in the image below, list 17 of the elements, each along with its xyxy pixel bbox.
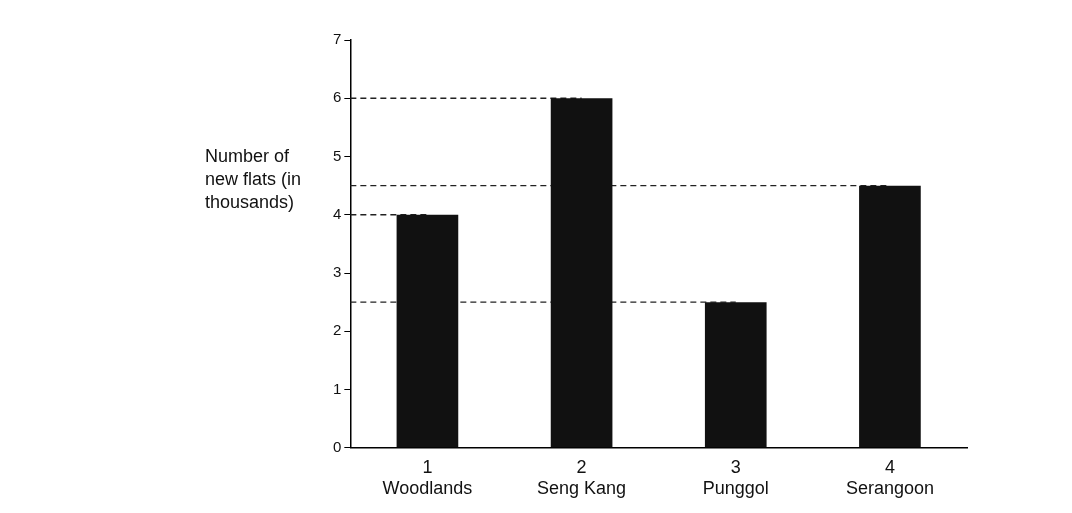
x-tick-label: 2 Seng Kang: [537, 456, 627, 499]
y-tick-label: 4: [333, 204, 342, 222]
x-tick-label: 3 Punggol: [702, 456, 769, 499]
y-axis-title: Number of new flats (in thousands): [205, 145, 303, 214]
x-tick-label: 4 Serangoon: [845, 456, 934, 499]
bar: [704, 302, 767, 448]
y-tick-label: 0: [333, 437, 342, 455]
y-tick-label: 6: [333, 88, 342, 106]
x-tick-label: 1 Woodlands: [382, 456, 473, 499]
y-tick-label: 2: [333, 321, 342, 339]
bar: [550, 98, 613, 448]
y-tick-label: 3: [333, 263, 342, 281]
y-tick-label: 5: [333, 146, 342, 164]
y-tick-label: 1: [333, 379, 342, 397]
bar: [859, 185, 921, 448]
y-tick-label: 7: [333, 30, 342, 48]
bar: [396, 214, 459, 448]
